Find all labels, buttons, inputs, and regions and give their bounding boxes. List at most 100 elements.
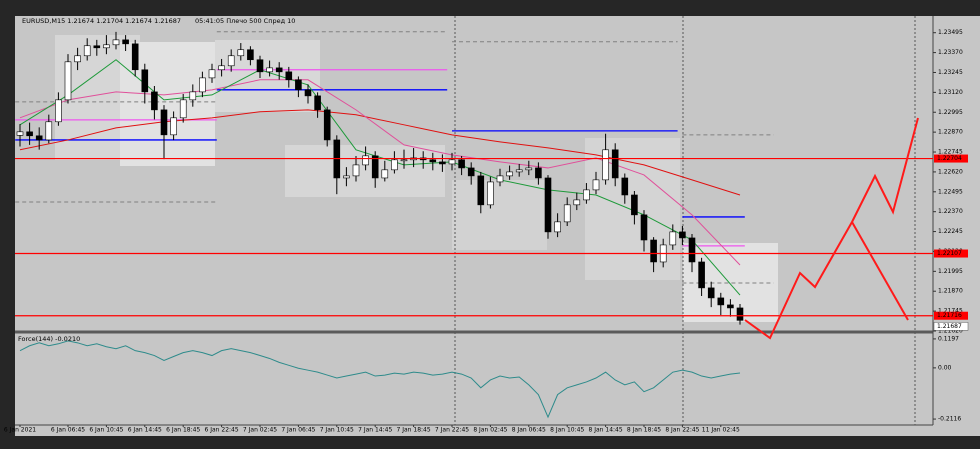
- candle-body: [304, 89, 312, 97]
- candle-body: [717, 297, 725, 306]
- candle-body: [515, 169, 523, 173]
- candle-body: [45, 121, 53, 141]
- candle-body: [688, 237, 696, 263]
- y-tick-label: 1.23245: [938, 69, 963, 76]
- indicator-line: [19, 340, 741, 419]
- candle-body: [563, 204, 571, 223]
- candle-body: [371, 155, 379, 179]
- candle-body: [16, 131, 24, 136]
- x-tick-label: 6 Jan 2021: [4, 427, 36, 434]
- candle-body: [391, 159, 398, 171]
- candle-body: [55, 99, 62, 123]
- candle-body: [122, 39, 129, 45]
- x-tick-label: 8 Jan 14:45: [589, 427, 623, 434]
- candle-body: [151, 91, 158, 111]
- candle-body: [362, 155, 369, 166]
- candle-body: [227, 55, 235, 67]
- candle-body: [93, 45, 101, 49]
- level-label: 1.22704: [937, 155, 962, 162]
- y-tick-label: 0.00: [938, 364, 952, 371]
- candle-body: [554, 221, 561, 233]
- x-tick-label: 11 Jan 02:45: [702, 427, 740, 434]
- last-price-label: 1.21687: [937, 323, 962, 330]
- candle-body: [285, 71, 293, 81]
- candle-body: [458, 159, 465, 169]
- candle-body: [477, 175, 485, 206]
- candle-body: [218, 65, 225, 71]
- candle-body: [26, 131, 33, 137]
- candle-body: [621, 177, 629, 196]
- candle-body: [266, 67, 273, 73]
- candle-body: [189, 91, 197, 101]
- x-tick-label: 7 Jan 02:45: [243, 427, 277, 434]
- x-tick-label: 6 Jan 18:45: [166, 427, 200, 434]
- chart-subtitle: 05:41:05 Плечо 500 Спред 10: [195, 17, 295, 25]
- x-tick-label: 7 Jan 10:45: [320, 427, 354, 434]
- candle-body: [83, 45, 91, 57]
- y-tick-label: 1.22495: [938, 188, 963, 195]
- candle-body: [141, 69, 149, 93]
- candle-body: [611, 149, 619, 179]
- candle-body: [669, 231, 677, 246]
- candle-body: [112, 39, 120, 46]
- candle-body: [573, 199, 581, 206]
- y-tick-label: 1.22745: [938, 149, 963, 156]
- candle-body: [679, 231, 686, 239]
- level-label: 1.21716: [937, 312, 962, 319]
- last-price-box: [933, 322, 969, 331]
- y-tick-label: 1.21870: [938, 288, 963, 295]
- y-tick-label: 1.22870: [938, 129, 963, 136]
- candle-body: [64, 61, 72, 101]
- candle-body: [707, 287, 715, 299]
- x-tick-label: 6 Jan 22:45: [205, 427, 239, 434]
- candle-body: [343, 175, 350, 179]
- chart-title: EURUSD,M15 1.21674 1.21704 1.21674 1.216…: [22, 17, 181, 25]
- candle-body: [208, 69, 216, 79]
- y-tick-label: 1.21995: [938, 268, 963, 275]
- candle-body: [631, 194, 638, 216]
- y-tick-label: 0.1197: [938, 335, 959, 342]
- candle-body: [698, 261, 705, 289]
- candle-body: [160, 109, 168, 136]
- moving-average: [19, 79, 741, 266]
- x-tick-label: 6 Jan 10:45: [89, 427, 123, 434]
- x-tick-label: 8 Jan 10:45: [550, 427, 584, 434]
- y-tick-label: 1.21745: [938, 308, 963, 315]
- candle-body: [640, 214, 648, 241]
- level-label-box: [934, 311, 968, 320]
- y-tick-label: 1.23370: [938, 49, 963, 56]
- candle-body: [314, 95, 321, 111]
- candle-body: [256, 59, 264, 73]
- y-tick-label: 1.22620: [938, 168, 963, 175]
- candle-body: [74, 55, 81, 63]
- candle-body: [237, 49, 245, 57]
- x-tick-label: 7 Jan 22:45: [435, 427, 469, 434]
- x-tick-label: 7 Jan 14:45: [358, 427, 392, 434]
- range-box: [452, 180, 547, 250]
- candle-body: [381, 169, 389, 179]
- y-tick-label: 1.23120: [938, 89, 963, 96]
- x-tick-label: 8 Jan 06:45: [512, 427, 546, 434]
- candle-body: [535, 167, 542, 179]
- x-tick-label: 8 Jan 22:45: [665, 427, 699, 434]
- level-label-box: [934, 154, 968, 163]
- candle-body: [650, 239, 657, 263]
- moving-average: [19, 59, 741, 296]
- candle-body: [103, 44, 110, 49]
- x-tick-label: 7 Jan 18:45: [397, 427, 431, 434]
- candle-body: [583, 189, 590, 201]
- range-box: [285, 145, 445, 197]
- candle-body: [525, 167, 533, 171]
- y-tick-label: -0.2116: [938, 416, 961, 423]
- x-tick-label: 6 Jan 14:45: [128, 427, 162, 434]
- candle-body: [275, 67, 283, 73]
- range-box: [215, 40, 320, 112]
- y-tick-label: 1.22995: [938, 109, 963, 116]
- candle-body: [199, 77, 206, 93]
- moving-average: [19, 109, 741, 196]
- y-tick-label: 1.23495: [938, 29, 963, 36]
- level-label-box: [934, 249, 968, 258]
- forecast-path: [851, 221, 909, 321]
